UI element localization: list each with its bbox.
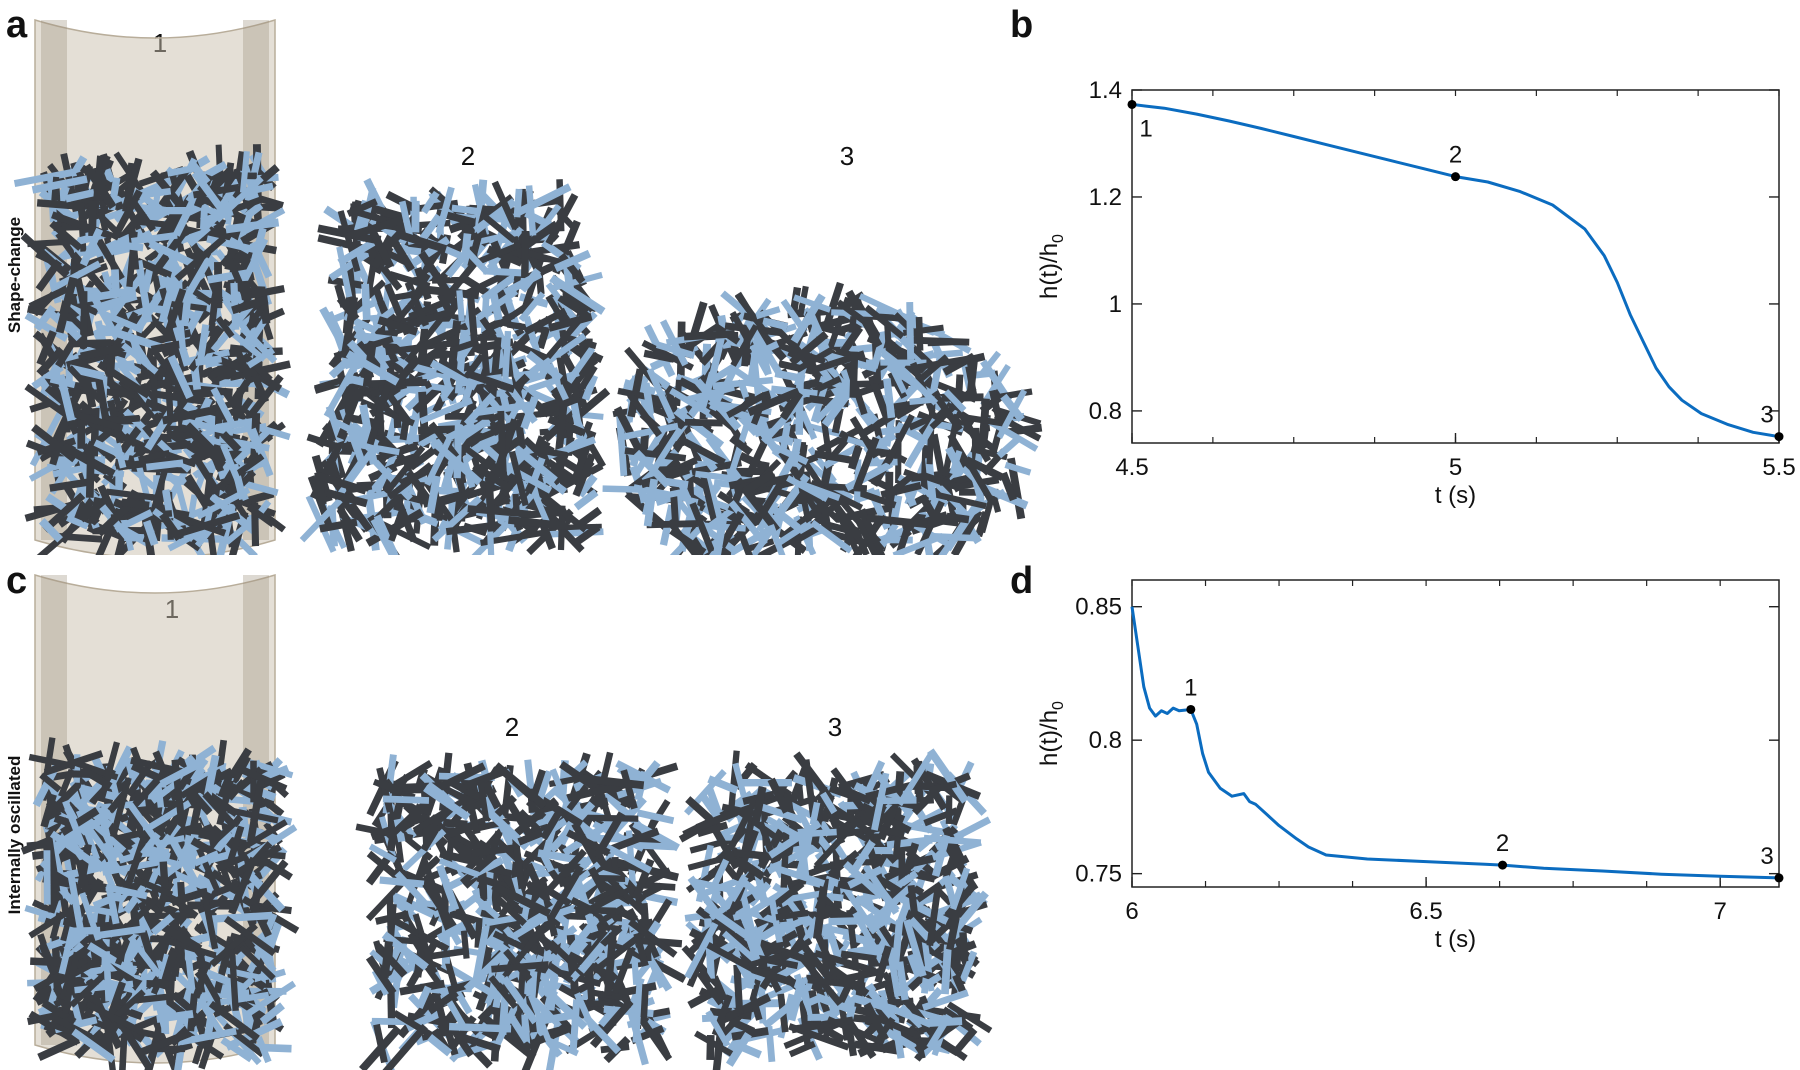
y-tick-label: 0.8 [1089, 727, 1122, 754]
rod-pile-c2 [355, 751, 687, 1070]
x-tick-label: 6.5 [1409, 898, 1442, 925]
frame-label-a3: 3 [840, 141, 854, 171]
marker-point [1186, 704, 1196, 714]
y-tick-label: 1.4 [1089, 77, 1122, 104]
frame-label-c3: 3 [828, 712, 842, 742]
marker-point [1774, 873, 1784, 883]
chart-d: 6 6.5 7 0.75 0.8 0.85 t (s) h(t)/h0 1 2 3 [1036, 579, 1784, 953]
panel-letter-c: c [6, 560, 28, 602]
x-axis-label: t (s) [1435, 926, 1476, 953]
marker-label: 3 [1760, 402, 1773, 429]
marker-label: 1 [1139, 115, 1152, 142]
panel-letter-d: d [1010, 560, 1034, 602]
x-tick-label: 5 [1449, 454, 1462, 481]
rod-pile-c1 [20, 737, 300, 1070]
marker-label: 3 [1760, 843, 1773, 870]
x-tick-label: 4.5 [1115, 454, 1148, 481]
panel-letter-b: b [1010, 4, 1034, 46]
rod-pile-a3 [602, 281, 1043, 555]
x-tick-label: 5.5 [1762, 454, 1795, 481]
series-line [1130, 606, 1780, 880]
y-tick-label: 0.8 [1089, 398, 1122, 425]
simulation-panel-c: Internally oscillated 1 2 3 [5, 573, 993, 1070]
y-axis-label: h(t)/h0 [1036, 701, 1067, 766]
frame-label-c2: 2 [505, 712, 519, 742]
panel-letter-a: a [6, 4, 28, 46]
y-tick-label: 1 [1109, 291, 1122, 318]
row-label-c: Internally oscillated [5, 756, 24, 915]
plot-frame [1131, 579, 1780, 888]
rod-pile-a1 [13, 144, 291, 555]
simulation-panel-a: Shape-change 1 2 3 [5, 18, 1043, 555]
x-tick-label: 6 [1125, 898, 1138, 925]
row-label-a: Shape-change [5, 217, 24, 333]
marker-point [1127, 99, 1137, 109]
rod-pile-c3 [678, 748, 993, 1070]
y-tick-label: 1.2 [1089, 184, 1122, 211]
marker-label: 1 [1184, 674, 1197, 701]
chart-b: 4.5 5 5.5 0.8 1 1.2 1.4 t (s) h(t)/h0 1 2 3 [1036, 77, 1796, 509]
x-axis-label: t (s) [1435, 482, 1476, 509]
marker-point [1774, 432, 1784, 442]
marker-point [1498, 860, 1508, 870]
y-tick-label: 0.75 [1075, 861, 1122, 888]
y-axis-label: h(t)/h0 [1036, 234, 1067, 299]
frame-label-a2: 2 [461, 141, 475, 171]
marker-label: 2 [1496, 830, 1509, 857]
y-tick-label: 0.85 [1075, 594, 1122, 621]
series-line [1131, 102, 1780, 439]
rod-pile-a2 [299, 177, 611, 555]
marker-point [1451, 172, 1460, 182]
marker-label: 2 [1449, 142, 1462, 169]
x-tick-label: 7 [1714, 898, 1727, 925]
